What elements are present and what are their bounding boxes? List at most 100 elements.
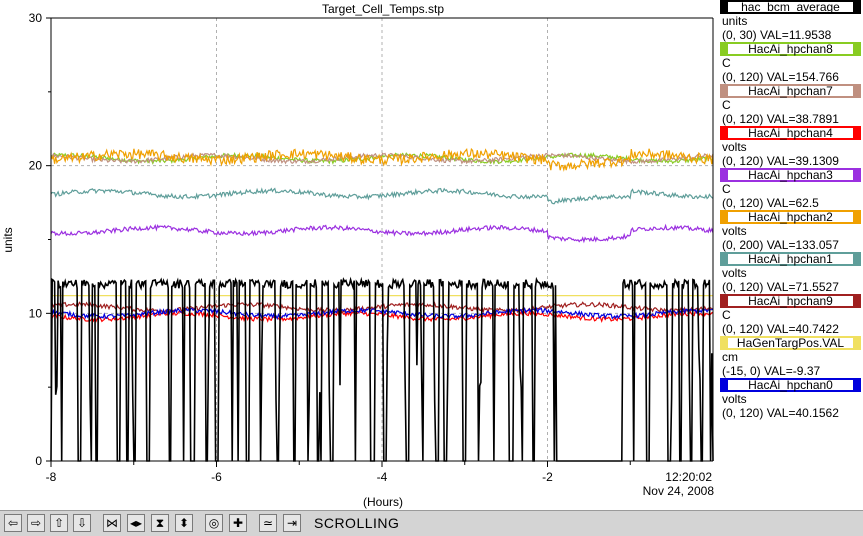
legend-unit: volts [722,224,747,238]
legend-unit: units [722,14,748,28]
x-tick-label: -6 [211,470,222,484]
legend-color-swatch [722,2,728,12]
expand-y-button[interactable]: ⬍ [175,514,193,532]
scroll-up-icon: ⇧ [53,516,65,530]
legend-name-box[interactable]: hac_bcm_average [720,0,861,14]
legend-unit: cm [722,350,738,364]
series-line-hacai-hpchan3 [50,223,714,244]
expand-x-icon: ◂▸ [129,516,143,530]
scroll-left-button[interactable]: ⇦ [4,514,22,532]
legend-entry-hacai-hpchan3[interactable]: HacAi_hpchan3 C (0, 120) VAL=62.5 [718,168,863,210]
legend-name-box[interactable]: HacAi_hpchan8 [720,42,861,56]
legend-color-swatch [722,170,728,180]
zoom-out-button[interactable]: ◎ [205,514,223,532]
legend-entry-hacai-hpchan0[interactable]: HacAi_hpchan0 volts (0, 120) VAL=40.1562 [718,378,863,420]
legend-color-swatch [853,338,859,348]
scroll-left-icon: ⇦ [7,516,19,530]
legend-entry-hagentargpos-val[interactable]: HaGenTargPos.VAL cm (-15, 0) VAL=-9.37 [718,336,863,378]
legend-name-box[interactable]: HacAi_hpchan9 [720,294,861,308]
legend-unit: C [722,308,731,322]
legend-entry-hacai-hpchan8[interactable]: HacAi_hpchan8 C (0, 120) VAL=154.766 [718,42,863,84]
legend-color-swatch [722,338,728,348]
expand-x-button[interactable]: ◂▸ [127,514,145,532]
legend-range-value: (0, 30) VAL=11.9538 [722,28,832,42]
zoom-out-icon: ◎ [208,516,220,530]
legend-range-value: (0, 120) VAL=40.1562 [722,406,839,420]
legend-color-swatch [853,170,859,180]
scroll-down-button[interactable]: ⇩ [73,514,91,532]
series-layer [50,147,714,462]
x-axis-label: (Hours) [363,495,403,509]
legend-name: HacAi_hpchan1 [748,252,833,266]
legend-name-box[interactable]: HacAi_hpchan3 [720,168,861,182]
legend-entry-hacai-hpchan7[interactable]: HacAi_hpchan7 C (0, 120) VAL=38.7891 [718,84,863,126]
legend-entry-hacai-hpchan1[interactable]: HacAi_hpchan1 volts (0, 120) VAL=71.5527 [718,252,863,294]
legend-range-value: (0, 200) VAL=133.057 [722,238,839,252]
legend-range-value: (0, 120) VAL=39.1309 [722,154,839,168]
timestamp-date: Nov 24, 2008 [643,484,715,498]
compress-x-button[interactable]: ⋈ [103,514,121,532]
legend-entry-hac-bcm-average[interactable]: hac_bcm_average units (0, 30) VAL=11.9538 [718,0,863,42]
auto-scale-button[interactable]: ≃ [259,514,277,532]
compress-y-icon: ⧗ [155,516,165,530]
chart-title: Target_Cell_Temps.stp [322,2,444,16]
series-line-hacai-hpchan7 [50,152,714,166]
legend-name: HacAi_hpchan3 [748,168,833,182]
legend-color-swatch [722,44,728,54]
legend-unit: volts [722,266,747,280]
legend-entry-hacai-hpchan4[interactable]: HacAi_hpchan4 volts (0, 120) VAL=39.1309 [718,126,863,168]
compress-x-icon: ⋈ [106,516,118,530]
legend-color-swatch [853,86,859,96]
zoom-in-button[interactable]: ✚ [229,514,247,532]
legend-color-swatch [853,254,859,264]
scrolling-status: SCROLLING [314,515,400,531]
expand-y-icon: ⬍ [178,516,190,530]
toolbar: ⇦ ⇨ ⇧ ⇩ ⋈ ◂▸ ⧗ ⬍ ◎ ✚ ≃ ⇥ SCROLLING [0,510,863,536]
legend-name-box[interactable]: HacAi_hpchan2 [720,210,861,224]
series-line-hacai-hpchan1 [50,187,714,205]
legend-name-box[interactable]: HacAi_hpchan0 [720,378,861,392]
axes: 0 10 20 30 -8 -6 -4 -2 [29,11,714,484]
legend-color-swatch [722,380,728,390]
legend-color-swatch [722,296,728,306]
legend-name-box[interactable]: HacAi_hpchan4 [720,126,861,140]
zoom-in-icon: ✚ [232,516,244,530]
legend-entry-hacai-hpchan9[interactable]: HacAi_hpchan9 C (0, 120) VAL=40.7422 [718,294,863,336]
legend-unit: volts [722,140,747,154]
legend-color-swatch [722,212,728,222]
legend-unit: C [722,56,731,70]
legend-name: HacAi_hpchan9 [748,294,833,308]
scroll-right-icon: ⇨ [30,516,42,530]
legend-color-swatch [722,128,728,138]
legend-name: hac_bcm_average [741,0,840,14]
scroll-to-end-icon: ⇥ [286,516,298,530]
legend-name: HacAi_hpchan2 [748,210,833,224]
legend-range-value: (-15, 0) VAL=-9.37 [722,364,821,378]
legend-range-value: (0, 120) VAL=62.5 [722,196,819,210]
y-axis-label: units [1,227,15,252]
y-tick-label: 0 [35,454,42,468]
legend-name: HaGenTargPos.VAL [736,336,845,350]
scroll-to-end-button[interactable]: ⇥ [283,514,301,532]
scroll-up-button[interactable]: ⇧ [50,514,68,532]
legend-range-value: (0, 120) VAL=38.7891 [722,112,839,126]
legend-color-swatch [853,296,859,306]
legend-color-swatch [853,2,859,12]
compress-y-button[interactable]: ⧗ [151,514,169,532]
scroll-right-button[interactable]: ⇨ [27,514,45,532]
legend-range-value: (0, 120) VAL=40.7422 [722,322,839,336]
legend-range-value: (0, 120) VAL=154.766 [722,70,839,84]
legend-name-box[interactable]: HacAi_hpchan1 [720,252,861,266]
y-tick-label: 20 [29,159,43,173]
legend-name: HacAi_hpchan7 [748,84,833,98]
legend-entry-hacai-hpchan2[interactable]: HacAi_hpchan2 volts (0, 200) VAL=133.057 [718,210,863,252]
legend-color-swatch [853,44,859,54]
auto-scale-icon: ≃ [262,516,274,530]
legend-name-box[interactable]: HaGenTargPos.VAL [720,336,861,350]
strip-chart: Target_Cell_Temps.stp units (Hours) 12:2… [1,2,715,509]
legend-color-swatch [722,86,728,96]
y-tick-label: 10 [29,306,43,320]
legend-range-value: (0, 120) VAL=71.5527 [722,280,839,294]
legend: hac_bcm_average units (0, 30) VAL=11.9538 H… [718,0,863,420]
legend-name-box[interactable]: HacAi_hpchan7 [720,84,861,98]
